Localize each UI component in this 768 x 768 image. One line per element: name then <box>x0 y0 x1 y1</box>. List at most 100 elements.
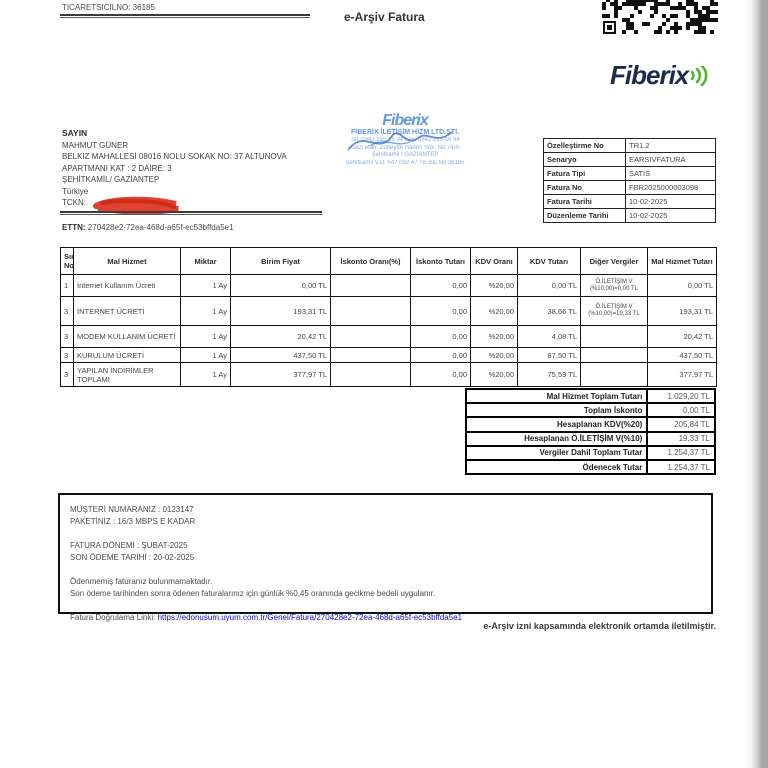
item-no: 1 <box>60 274 74 297</box>
item-other-taxes <box>580 362 648 387</box>
info-row: Fatura Tarihi 10-02-2025 <box>543 194 716 209</box>
item-desc: MODEM KULLANIM ÜCRETİ <box>73 325 181 348</box>
ettn-label: ETTN: <box>62 223 86 232</box>
verification-link[interactable]: https://edonusum.uyum.com.tr/Genel/Fatur… <box>157 613 463 622</box>
totals-value: 0,00 TL <box>646 402 716 419</box>
info-value: SATIS <box>625 166 716 181</box>
item-total: 20,42 TL <box>647 325 717 348</box>
ettn-line: ETTN: 270428e2-72ea-468d-a65f-ec53bffda5… <box>62 223 234 232</box>
line-items-table: Sıra No Mal Hizmet Miktar Birim Fiyat İs… <box>60 247 717 387</box>
item-other-taxes: Ö.İLETİŞİM V (%10,00)=19,33 TL <box>580 296 648 326</box>
spacer <box>70 528 701 540</box>
scan-edge-shadow <box>742 0 768 768</box>
recipient-address1: BELKIZ MAHALLESİ 08016 NOLU SOKAK NO: 37… <box>62 152 287 161</box>
item-vat-rate: %20,00 <box>470 274 518 297</box>
item-vat-amount: 75,59 TL <box>517 362 581 387</box>
items-header-row: Sıra No Mal Hizmet Miktar Birim Fiyat İs… <box>60 247 717 275</box>
stamp-address: Gazi Mah. Zübeyde Hanım Sok. No:74/A <box>350 144 460 151</box>
item-discount-rate <box>330 325 411 348</box>
totals-value: 1.254,37 TL <box>646 458 716 476</box>
info-value: TR1.2 <box>625 138 716 153</box>
info-row: Fatura Tipi SATIS <box>543 166 716 181</box>
item-discount-amount: 0,00 <box>410 325 471 348</box>
col-header: Birim Fiyat <box>230 247 331 275</box>
item-vat-rate: %20,00 <box>470 347 518 363</box>
info-row: Düzenleme Tarihi 10-02-2025 <box>543 208 716 223</box>
item-vat-rate: %20,00 <box>470 325 518 348</box>
info-value: EARSIVFATURA <box>625 152 716 167</box>
spacer <box>70 564 701 576</box>
verification-line: Fatura Doğrulama Linki: https://edonusum… <box>70 612 701 624</box>
info-label: Fatura Tipi <box>543 166 626 181</box>
item-discount-rate <box>330 274 411 297</box>
recipient-country: Türkiye <box>62 186 89 196</box>
col-header: İskonto Oranı(%) <box>330 247 411 275</box>
customer-number: MÜŞTERİ NUMARANIZ : 0123147 <box>70 505 194 514</box>
item-vat-amount: 0,00 TL <box>517 274 581 297</box>
totals-value: 1.254,37 TL <box>646 444 716 461</box>
verification-link-label: Fatura Doğrulama Linki: <box>70 613 156 622</box>
billing-period: FATURA DÖNEMİ : ŞUBAT-2025 <box>70 541 188 550</box>
item-discount-amount: 0,00 <box>410 296 471 326</box>
item-vat-rate: %20,00 <box>470 362 518 387</box>
company-logo-text: Fiberix <box>610 60 689 90</box>
item-discount-amount: 0,00 <box>410 362 471 387</box>
item-discount-rate <box>330 362 411 387</box>
stamp-tax-office: Şehitkamil V.D. 547 032 47 Tic.Sic.No 36… <box>345 159 465 166</box>
invoice-info-table: Özelleştirme No TR1.2 Senaryo EARSIVFATURA… <box>543 138 716 223</box>
info-label: Fatura No <box>543 180 626 195</box>
item-qty: 1 Ay <box>180 347 231 363</box>
info-value: FBR2025000003098 <box>625 180 716 195</box>
item-total: 0,00 TL <box>647 274 717 297</box>
item-discount-rate <box>330 296 411 326</box>
recipient-salutation: SAYIN <box>62 128 88 138</box>
item-desc: YAPILAN İNDİRİMLER TOPLAMI <box>73 362 181 387</box>
info-value: 10-02-2025 <box>625 208 716 223</box>
info-value: 10-02-2025 <box>625 194 716 209</box>
col-header: Diğer Vergiler <box>580 247 648 275</box>
stamp-company: FİBERİX İLETİŞİM HİZM.LTD.ŞTİ. <box>351 129 459 136</box>
info-row: Özelleştirme No TR1.2 <box>543 138 716 153</box>
totals-value: 205,84 TL <box>646 416 716 433</box>
recipient-divider <box>60 211 322 215</box>
package-info: PAKETİNİZ : 16/3 MBPS E KADAR <box>70 517 196 526</box>
item-unit-price: 20,42 TL <box>230 325 331 348</box>
unpaid-info: Ödenmemiş faturanız bulunmamaktadır. <box>70 577 213 586</box>
trade-registry-no: TICARETSICILNO: 36185 <box>62 3 155 12</box>
info-label: Senaryo <box>543 152 626 167</box>
totals-label: Hesaplanan KDV(%20) <box>464 416 649 433</box>
info-label: Özelleştirme No <box>543 138 626 153</box>
item-vat-rate: %20,00 <box>470 296 518 326</box>
customer-notes-box: MÜŞTERİ NUMARANIZ : 0123147 PAKETİNİZ : … <box>58 493 713 622</box>
item-qty: 1 Ay <box>180 362 231 387</box>
totals-row: Ödenecek Tutar 1.254,37 TL <box>464 458 716 476</box>
totals-label: Ödenecek Tutar <box>464 458 649 476</box>
recipient-name: MAHMUT GÜNER <box>62 140 129 150</box>
item-total: 193,31 TL <box>647 296 717 326</box>
item-discount-rate <box>330 347 411 363</box>
company-logo: Fiberix <box>610 60 708 91</box>
recipient-tckn-label: TCKN: <box>62 198 86 207</box>
item-unit-price: 377,97 TL <box>230 362 331 387</box>
col-header: Mal Hizmet <box>73 247 181 275</box>
stamp-district: Şehitkamil / GAZİANTEP <box>371 152 439 158</box>
totals-table: Mal Hizmet Toplam Tutarı 1.029,20 TL Topl… <box>464 387 716 476</box>
item-discount-amount: 0,00 <box>410 274 471 297</box>
col-header: Sıra No <box>60 247 74 275</box>
info-row: Fatura No FBR2025000003098 <box>543 180 716 195</box>
late-fee-info: Son ödeme tarihinden sonra ödenen fatura… <box>70 589 436 598</box>
item-total: 437,50 TL <box>647 347 717 363</box>
item-qty: 1 Ay <box>180 325 231 348</box>
recipient-block: SAYIN MAHMUT GÜNER BELKIZ MAHALLESİ 0801… <box>62 128 287 209</box>
info-label: Fatura Tarihi <box>543 194 626 209</box>
totals-row: Toplam İskonto 0,00 TL <box>464 402 716 419</box>
item-unit-price: 0,00 TL <box>230 274 331 297</box>
item-total: 377,97 TL <box>647 362 717 387</box>
due-date: SON ÖDEME TARİHİ : 20-02-2025 <box>70 553 195 562</box>
totals-label: Mal Hizmet Toplam Tutarı <box>464 387 649 405</box>
totals-label: Toplam İskonto <box>464 402 649 419</box>
item-row: 3 İNTERNET ÜCRETİ 1 Ay 193,31 TL 0,00 %2… <box>60 296 717 326</box>
item-other-taxes <box>580 325 648 348</box>
signal-icon <box>690 65 708 86</box>
